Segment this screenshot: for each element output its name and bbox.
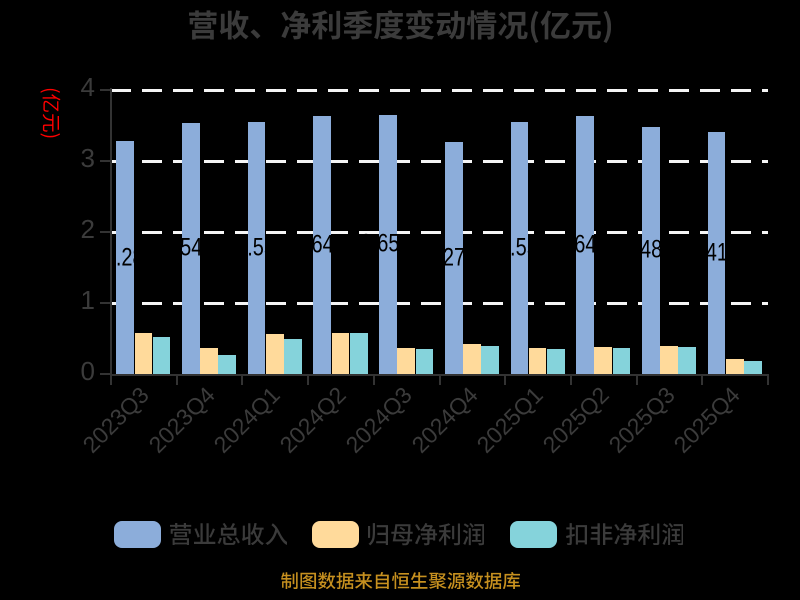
bar-value-label-2025Q3: 3.48 — [623, 236, 663, 265]
legend-swatch-net-profit — [311, 521, 359, 548]
y-tick-label-4: 4 — [80, 71, 95, 102]
x-tick-8 — [635, 375, 638, 385]
bar-non-gaap-profit-2024Q4[interactable] — [481, 345, 499, 374]
bar-net-profit-2025Q1[interactable] — [528, 347, 547, 374]
y-tick-2 — [100, 231, 110, 233]
legend-item-revenue[interactable] — [113, 521, 314, 548]
bar-net-profit-2025Q2[interactable] — [594, 347, 613, 374]
x-tick-9 — [701, 375, 704, 385]
bar-value-label-2024Q1: 3.55 — [236, 234, 276, 262]
legend-swatch-revenue — [113, 521, 161, 548]
bar-non-gaap-profit-2024Q2[interactable] — [349, 332, 368, 374]
bar-value-label-2024Q4: 3.27 — [426, 244, 466, 272]
bar-revenue-2025Q2[interactable] — [576, 115, 594, 374]
bar-net-profit-2024Q3[interactable] — [397, 347, 416, 374]
x-tick-10 — [767, 375, 769, 385]
x-tick-label-2025Q3: 2025Q3 — [603, 381, 680, 458]
bar-net-profit-2025Q3[interactable] — [660, 345, 678, 374]
y-tick-4 — [100, 89, 110, 91]
legend-label-revenue — [169, 523, 288, 546]
x-tick-label-2025Q2: 2025Q2 — [537, 381, 614, 458]
y-tick-1 — [100, 302, 110, 304]
bar-net-profit-2025Q4[interactable] — [725, 359, 744, 374]
y-tick-label-3: 3 — [80, 142, 95, 173]
bar-non-gaap-profit-2023Q4[interactable] — [218, 354, 237, 374]
bar-net-profit-2024Q2[interactable] — [331, 332, 350, 374]
bar-revenue-2024Q1[interactable] — [247, 121, 266, 374]
bar-value-label-2025Q4: 3.41 — [689, 239, 728, 267]
y-tick-label-0: 0 — [80, 355, 95, 386]
bar-revenue-2025Q3[interactable] — [641, 126, 660, 374]
bar-net-profit-2024Q1[interactable] — [265, 333, 284, 374]
bar-revenue-2024Q3[interactable] — [379, 114, 397, 374]
bar-revenue-2024Q2[interactable] — [313, 115, 332, 374]
bar-value-label-2024Q3: 3.65 — [360, 230, 400, 259]
x-tick-2 — [241, 375, 244, 385]
x-tick-3 — [307, 375, 310, 385]
bar-value-label-2025Q2: 3.64 — [557, 231, 597, 259]
bar-non-gaap-profit-2025Q4[interactable] — [744, 361, 762, 374]
bar-revenue-2023Q4[interactable] — [182, 122, 200, 374]
bar-net-profit-2023Q3[interactable] — [134, 332, 153, 374]
x-tick-5 — [438, 375, 441, 385]
legend-item-net-profit[interactable] — [311, 521, 512, 548]
x-tick-label-2024Q3: 2024Q3 — [340, 381, 417, 458]
x-tick-0 — [110, 375, 112, 385]
x-axis-line — [110, 373, 769, 376]
y-tick-3 — [100, 160, 110, 162]
gridline-y3 — [111, 159, 768, 163]
x-tick-label-2024Q2: 2024Q2 — [274, 381, 351, 458]
legend-label-non-gaap-profit — [565, 523, 684, 546]
x-tick-6 — [504, 375, 507, 385]
x-tick-label-2023Q3: 2023Q3 — [77, 381, 154, 458]
x-tick-7 — [569, 375, 572, 385]
gridline-y4 — [111, 88, 768, 92]
y-axis-unit-label — [39, 88, 61, 138]
y-tick-0 — [100, 373, 110, 375]
bar-non-gaap-profit-2025Q3[interactable] — [678, 347, 697, 374]
source-note — [281, 572, 521, 590]
y-tick-label-2: 2 — [80, 213, 95, 244]
bar-net-profit-2024Q4[interactable] — [463, 344, 481, 374]
bar-non-gaap-profit-2024Q1[interactable] — [284, 339, 302, 374]
x-tick-label-2023Q4: 2023Q4 — [143, 381, 220, 458]
bar-value-label-2023Q4: 3.54 — [163, 234, 203, 263]
x-tick-1 — [175, 375, 178, 385]
bar-net-profit-2023Q4[interactable] — [200, 348, 218, 374]
bar-non-gaap-profit-2025Q1[interactable] — [546, 349, 565, 374]
x-tick-label-2024Q4: 2024Q4 — [406, 381, 483, 458]
bar-revenue-2024Q4[interactable] — [444, 141, 463, 374]
bar-non-gaap-profit-2024Q3[interactable] — [415, 349, 434, 374]
legend-label-net-profit — [367, 523, 484, 546]
bar-revenue-2023Q3[interactable] — [116, 141, 135, 374]
bar-value-label-2024Q2: 3.64 — [294, 231, 334, 259]
x-tick-label-2024Q1: 2024Q1 — [208, 381, 286, 458]
gridline-y1 — [111, 301, 768, 305]
x-tick-label-2025Q4: 2025Q4 — [668, 381, 746, 458]
legend-item-non-gaap-profit[interactable] — [509, 521, 710, 548]
legend-swatch-non-gaap-profit — [509, 521, 557, 548]
bar-non-gaap-profit-2025Q2[interactable] — [612, 347, 631, 374]
bar-non-gaap-profit-2023Q3[interactable] — [152, 337, 171, 374]
y-axis-line — [110, 88, 112, 376]
bar-revenue-2025Q1[interactable] — [510, 121, 529, 374]
chart-title — [189, 10, 612, 43]
x-tick-4 — [372, 375, 375, 385]
x-tick-label-2025Q1: 2025Q1 — [471, 381, 549, 458]
bar-value-label-2025Q1: 3.55 — [498, 234, 538, 262]
gridline-y2 — [111, 230, 768, 234]
y-tick-label-1: 1 — [80, 284, 95, 315]
bar-revenue-2025Q4[interactable] — [707, 131, 726, 374]
